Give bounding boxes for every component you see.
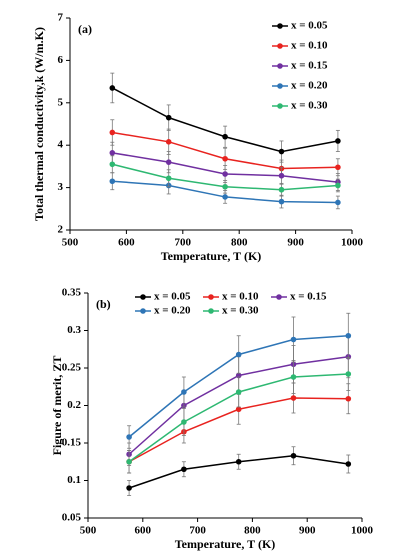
- y-tick-label: 0.35: [62, 287, 82, 299]
- y-tick-label: 0.2: [67, 399, 81, 411]
- data-point: [335, 199, 341, 206]
- data-point: [278, 198, 285, 205]
- x-axis-label: Temperature, T (K): [161, 249, 262, 263]
- legend-marker: [277, 103, 283, 109]
- y-tick-label: 5: [58, 96, 64, 108]
- x-tick-label: 900: [287, 237, 304, 249]
- x-tick-label: 800: [231, 237, 248, 249]
- data-point: [126, 434, 132, 440]
- y-tick-label: 0.1: [67, 474, 81, 486]
- data-point: [290, 395, 297, 401]
- data-point: [222, 133, 228, 140]
- x-tick-label: 900: [299, 525, 316, 537]
- legend-marker: [208, 294, 214, 300]
- x-tick-label: 500: [62, 237, 79, 249]
- data-point: [109, 129, 116, 136]
- legend-label: x = 0.30: [222, 305, 259, 317]
- y-tick-label: 4: [58, 139, 64, 151]
- y-tick-label: 3: [58, 181, 64, 193]
- x-tick-label: 800: [244, 525, 261, 537]
- legend-label: x = 0.30: [291, 100, 328, 112]
- data-point: [165, 139, 172, 145]
- x-axis-label: Temperature, T (K): [175, 537, 276, 551]
- x-tick-label: 1000: [351, 525, 374, 537]
- x-tick-label: 700: [175, 237, 192, 249]
- y-tick-label: 0.05: [62, 512, 82, 524]
- data-point: [235, 389, 242, 395]
- data-point: [222, 194, 228, 200]
- legend-marker: [277, 83, 283, 89]
- data-point: [222, 171, 228, 177]
- y-tick-label: 0.25: [62, 362, 82, 374]
- legend-label: x = 0.20: [291, 80, 328, 92]
- annotation: (a): [78, 22, 92, 36]
- data-point: [222, 155, 228, 162]
- legend-label: x = 0.05: [154, 291, 191, 303]
- legend-label: x = 0.05: [291, 20, 328, 32]
- data-point: [109, 161, 116, 168]
- x-tick-label: 700: [189, 525, 206, 537]
- data-point: [345, 395, 352, 402]
- data-point: [109, 85, 116, 91]
- data-point: [181, 466, 187, 473]
- legend-label: x = 0.10: [222, 291, 259, 303]
- legend-label: x = 0.15: [291, 60, 328, 72]
- data-point: [335, 182, 341, 189]
- data-point: [235, 406, 242, 413]
- y-tick-label: 6: [58, 54, 64, 66]
- x-tick-label: 1000: [341, 237, 364, 249]
- legend-marker: [140, 308, 146, 314]
- data-point: [109, 150, 116, 156]
- y-tick-label: 0.15: [62, 437, 82, 449]
- data-point: [222, 183, 228, 190]
- data-point: [290, 452, 297, 459]
- data-point: [235, 458, 242, 465]
- data-point: [278, 148, 285, 155]
- y-axis-label: Total thermal conductivity,k (W/m.K): [32, 27, 46, 221]
- y-tick-label: 2: [58, 224, 64, 236]
- data-point: [278, 172, 285, 179]
- data-point: [345, 461, 352, 467]
- legend-marker: [277, 43, 283, 49]
- data-point: [126, 458, 132, 465]
- x-tick-label: 600: [118, 237, 135, 249]
- y-tick-label: 0.3: [67, 324, 81, 336]
- legend-label: x = 0.15: [290, 291, 327, 303]
- y-axis-label: Figure of merit, ZT: [50, 356, 64, 456]
- data-point: [181, 419, 187, 425]
- data-point: [345, 332, 352, 339]
- data-point: [335, 138, 341, 144]
- data-point: [290, 374, 297, 380]
- legend-marker: [140, 294, 146, 300]
- data-point: [165, 175, 172, 182]
- data-point: [235, 351, 242, 358]
- data-point: [126, 485, 132, 491]
- legend-marker: [277, 63, 283, 69]
- data-point: [165, 159, 172, 165]
- legend-label: x = 0.20: [154, 305, 191, 317]
- legend-label: x = 0.10: [291, 40, 328, 52]
- data-point: [290, 336, 297, 343]
- data-point: [109, 178, 116, 185]
- legend-marker: [208, 308, 214, 314]
- data-point: [345, 371, 352, 377]
- data-point: [165, 114, 172, 121]
- x-tick-label: 500: [80, 525, 97, 537]
- data-point: [335, 164, 341, 171]
- legend-marker: [277, 23, 283, 29]
- data-point: [181, 389, 187, 395]
- y-tick-label: 7: [58, 12, 64, 24]
- data-point: [278, 186, 285, 193]
- x-tick-label: 600: [135, 525, 152, 537]
- legend-marker: [276, 294, 282, 300]
- annotation: (b): [96, 297, 111, 311]
